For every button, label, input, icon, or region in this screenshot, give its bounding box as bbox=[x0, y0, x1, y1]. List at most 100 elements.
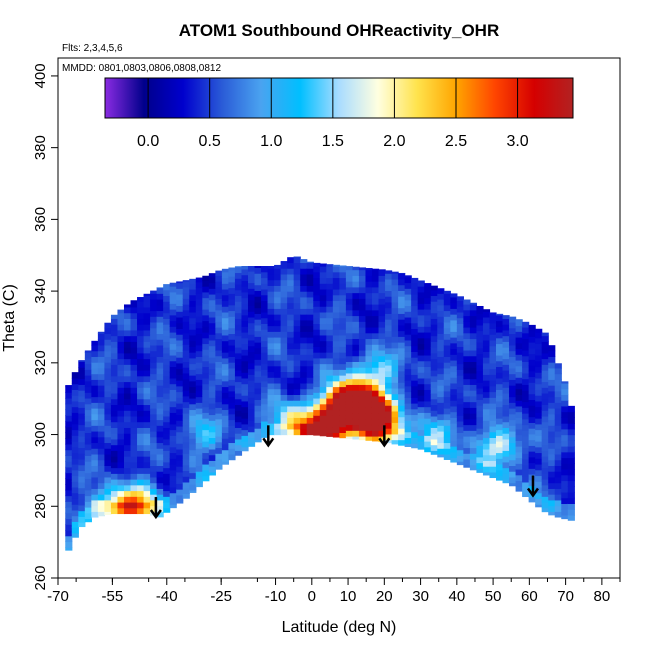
heatmap-cell bbox=[463, 309, 471, 317]
heatmap-cell bbox=[411, 425, 419, 433]
heatmap-cell bbox=[300, 359, 308, 367]
heatmap-cell bbox=[71, 400, 79, 408]
heatmap-cell bbox=[84, 350, 92, 353]
heatmap-cell bbox=[91, 419, 99, 426]
heatmap-cell bbox=[554, 425, 562, 432]
heatmap-cell bbox=[182, 281, 190, 288]
heatmap-cell bbox=[247, 380, 256, 387]
heatmap-cell bbox=[450, 405, 458, 413]
heatmap-cell bbox=[215, 390, 223, 397]
heatmap-cell bbox=[313, 403, 321, 411]
heatmap-cell bbox=[352, 286, 360, 294]
heatmap-cell bbox=[300, 337, 308, 344]
heatmap-cell bbox=[71, 406, 79, 413]
heatmap-cell bbox=[123, 324, 132, 331]
heatmap-cell bbox=[300, 405, 308, 413]
heatmap-cell bbox=[84, 489, 92, 497]
heatmap-cell bbox=[326, 288, 334, 296]
heatmap-cell bbox=[541, 370, 549, 377]
heatmap-cell bbox=[176, 328, 184, 335]
heatmap-cell bbox=[496, 326, 504, 333]
heatmap-cell bbox=[300, 417, 308, 424]
heatmap-cell bbox=[391, 313, 399, 320]
heatmap-cell bbox=[182, 435, 190, 443]
heatmap-cell bbox=[469, 401, 478, 408]
heatmap-cell bbox=[496, 395, 504, 402]
heatmap-cell bbox=[469, 424, 478, 431]
heatmap-cell bbox=[541, 332, 549, 337]
heatmap-cell bbox=[228, 287, 236, 294]
heatmap-cell bbox=[345, 424, 354, 431]
heatmap-cell bbox=[156, 287, 164, 294]
heatmap-cell bbox=[326, 420, 334, 428]
heatmap-cell bbox=[267, 400, 275, 407]
axes: -70 -55 -40 -25 -10 0 10 20 30 40 50 60 70 8026028030… bbox=[32, 57, 621, 605]
heatmap-cell bbox=[202, 429, 210, 436]
heatmap-cell bbox=[208, 345, 216, 352]
heatmap-cell bbox=[482, 466, 491, 473]
heatmap-cell bbox=[541, 387, 549, 394]
heatmap-cell bbox=[515, 388, 523, 395]
heatmap-cell bbox=[182, 481, 190, 489]
heatmap-cell bbox=[176, 281, 184, 284]
heatmap-cell bbox=[326, 369, 334, 376]
heatmap-cell bbox=[143, 352, 151, 360]
heatmap-cell bbox=[476, 342, 484, 349]
heatmap-cell bbox=[221, 438, 230, 445]
x-tick-label: 70 bbox=[557, 588, 574, 605]
heatmap-cell bbox=[476, 422, 484, 429]
heatmap-cell bbox=[300, 400, 308, 407]
heatmap-cell bbox=[182, 441, 190, 449]
heatmap-cell bbox=[450, 314, 458, 321]
heatmap-cell bbox=[104, 367, 112, 375]
heatmap-cell bbox=[456, 296, 464, 302]
heatmap-cell bbox=[385, 296, 393, 303]
heatmap-cell bbox=[306, 325, 314, 332]
heatmap-cell bbox=[169, 481, 177, 488]
heatmap-cell bbox=[280, 262, 288, 269]
x-tick-label: -10 bbox=[265, 588, 287, 605]
heatmap-cell bbox=[65, 432, 73, 439]
y-tick-label: 260 bbox=[32, 565, 49, 590]
heatmap-cell bbox=[535, 463, 543, 471]
heatmap-cell bbox=[254, 347, 262, 355]
heatmap-cell bbox=[417, 291, 425, 299]
heatmap-cell bbox=[261, 403, 269, 411]
heatmap-cell bbox=[509, 339, 517, 346]
heatmap-cell bbox=[528, 336, 536, 343]
heatmap-cell bbox=[345, 430, 354, 437]
heatmap-cell bbox=[143, 473, 151, 480]
heatmap-cell bbox=[385, 433, 393, 441]
heatmap-cell bbox=[391, 278, 399, 286]
heatmap-cell bbox=[228, 270, 236, 277]
heatmap-cell bbox=[319, 386, 327, 393]
heatmap-cell bbox=[509, 442, 517, 449]
heatmap-cell bbox=[476, 416, 484, 423]
heatmap-cell bbox=[123, 375, 132, 383]
heatmap-cell bbox=[117, 444, 125, 451]
heatmap-cell bbox=[561, 440, 569, 447]
heatmap-cell bbox=[110, 364, 119, 371]
heatmap-cell bbox=[411, 334, 419, 341]
heatmap-cell bbox=[378, 344, 386, 351]
heatmap-cell bbox=[274, 423, 282, 430]
heatmap-cell bbox=[371, 326, 380, 334]
heatmap-cell bbox=[84, 472, 92, 479]
heatmap-cell bbox=[137, 297, 145, 302]
heatmap-cell bbox=[443, 356, 451, 363]
heatmap-cell bbox=[208, 322, 216, 329]
heatmap-cell bbox=[241, 291, 249, 299]
heatmap-cell bbox=[489, 328, 497, 335]
heatmap-cell bbox=[65, 501, 73, 508]
heatmap-cell bbox=[430, 398, 438, 406]
heatmap-cell bbox=[417, 400, 425, 408]
y-tick-label: 400 bbox=[32, 63, 49, 88]
heatmap-cell bbox=[345, 275, 354, 282]
heatmap-cell bbox=[91, 390, 99, 398]
heatmap-cell bbox=[274, 400, 282, 407]
heatmap-cell bbox=[247, 374, 256, 381]
heatmap-cell bbox=[182, 355, 190, 362]
heatmap-cell bbox=[137, 427, 145, 434]
heatmap-cell bbox=[548, 385, 556, 392]
heatmap-cell bbox=[195, 373, 203, 380]
